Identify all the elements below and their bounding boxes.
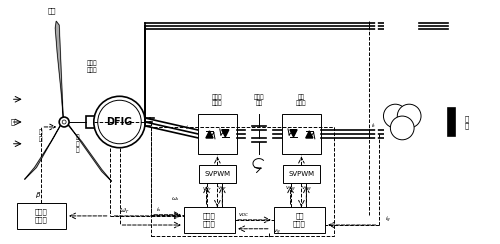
- Circle shape: [62, 120, 66, 124]
- Text: 网侧
变流器: 网侧 变流器: [296, 94, 306, 106]
- Polygon shape: [206, 131, 213, 138]
- Bar: [16, 203, 66, 229]
- Text: $v_{qg}$: $v_{qg}$: [301, 185, 312, 194]
- Bar: [198, 165, 236, 183]
- Text: β: β: [35, 192, 40, 198]
- Text: $\omega_s$: $\omega_s$: [172, 195, 180, 203]
- Circle shape: [94, 96, 145, 148]
- Bar: [282, 114, 321, 154]
- Text: 低
速
轴: 低 速 轴: [75, 134, 78, 153]
- Text: $v_{qr}$: $v_{qr}$: [218, 185, 228, 194]
- Text: $i_r$: $i_r$: [185, 123, 190, 132]
- Circle shape: [398, 104, 421, 128]
- Polygon shape: [306, 131, 313, 138]
- Text: 轮
毂: 轮 毂: [38, 130, 42, 142]
- Text: 电
网: 电 网: [464, 115, 468, 129]
- Bar: [274, 207, 325, 233]
- Polygon shape: [290, 130, 297, 137]
- Text: 直流侧
电容: 直流侧 电容: [254, 94, 264, 106]
- Circle shape: [384, 104, 407, 128]
- Bar: [448, 108, 454, 136]
- Text: $v_{dr}$: $v_{dr}$: [202, 185, 211, 193]
- Circle shape: [98, 100, 142, 144]
- Polygon shape: [222, 130, 229, 137]
- Circle shape: [59, 117, 69, 127]
- Circle shape: [390, 116, 414, 140]
- Bar: [184, 207, 235, 233]
- Text: 叶片: 叶片: [48, 7, 56, 14]
- Bar: [86, 116, 96, 128]
- Text: $i_g$: $i_g$: [386, 215, 392, 225]
- Text: $\omega_r$: $\omega_r$: [120, 206, 130, 216]
- Text: 网侧
控制器: 网侧 控制器: [293, 213, 306, 227]
- Text: DFIG: DFIG: [106, 117, 132, 127]
- Polygon shape: [55, 21, 63, 117]
- Text: $i_t$: $i_t$: [371, 122, 376, 130]
- Text: SVPWM: SVPWM: [204, 171, 231, 177]
- Text: $v_{dg}$: $v_{dg}$: [286, 185, 296, 194]
- Polygon shape: [67, 124, 112, 181]
- Text: 转子侧
控制器: 转子侧 控制器: [203, 213, 216, 227]
- Text: $i_s$: $i_s$: [156, 205, 162, 214]
- Text: 风: 风: [10, 119, 15, 125]
- Bar: [282, 165, 320, 183]
- Bar: [198, 114, 237, 154]
- Text: 转子侧
变流器: 转子侧 变流器: [212, 94, 222, 106]
- Bar: [151, 127, 334, 236]
- Text: SVPWM: SVPWM: [288, 171, 314, 177]
- Text: 桨距角
控制器: 桨距角 控制器: [35, 209, 48, 223]
- Text: $v_g$: $v_g$: [272, 228, 280, 237]
- Polygon shape: [24, 124, 61, 179]
- Text: $v_{DC}$: $v_{DC}$: [238, 211, 250, 219]
- Text: 高速轴
齿轮箱: 高速轴 齿轮箱: [86, 61, 97, 72]
